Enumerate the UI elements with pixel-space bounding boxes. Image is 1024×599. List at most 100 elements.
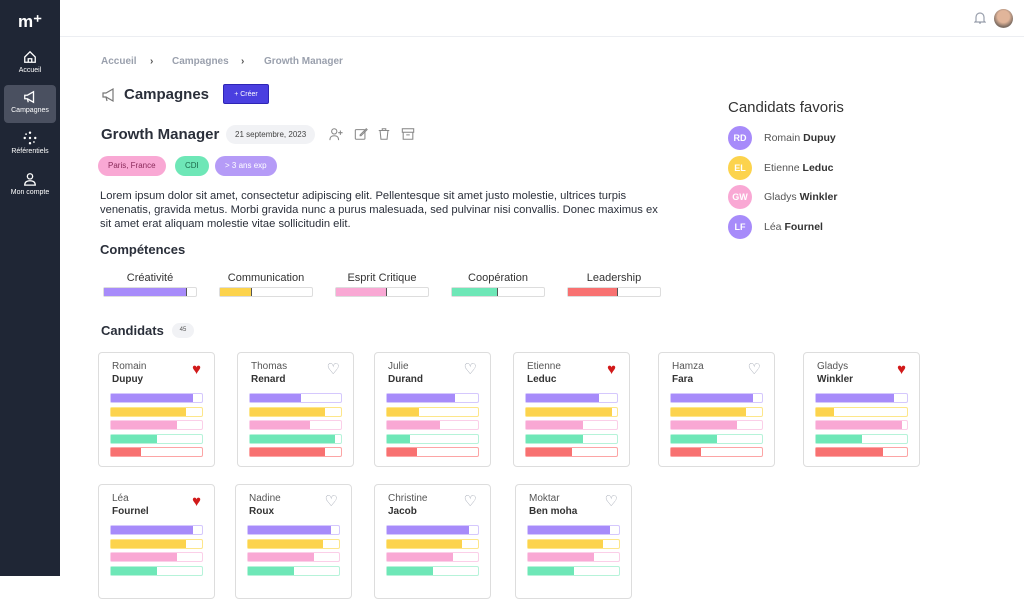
candidate-last-name: Renard xyxy=(251,374,286,385)
candidate-card[interactable]: Christine Jacob ♡ xyxy=(374,484,491,599)
add-user-icon[interactable] xyxy=(329,127,343,141)
score-bar-fill xyxy=(111,448,142,456)
score-bar xyxy=(249,406,342,417)
score-bar xyxy=(110,552,203,562)
candidate-card[interactable]: Léa Fournel ♥ xyxy=(98,484,215,599)
score-bar-fill xyxy=(387,526,469,534)
score-bar xyxy=(386,565,479,576)
score-bar xyxy=(110,447,203,457)
tag-location: Paris, France xyxy=(98,156,166,176)
skill-label: Leadership xyxy=(586,272,642,284)
score-bar-fill xyxy=(111,553,178,561)
heart-filled-icon[interactable]: ♥ xyxy=(192,361,201,378)
home-icon xyxy=(24,50,36,63)
score-bar xyxy=(110,538,203,549)
score-bar-fill xyxy=(816,394,895,402)
skills-heading: Compétences xyxy=(100,242,186,257)
candidate-card[interactable]: Moktar Ben moha ♡ xyxy=(515,484,632,599)
score-bar xyxy=(110,525,203,535)
score-bar xyxy=(525,447,618,457)
candidates-count-badge: 45 xyxy=(172,323,194,338)
heart-outline-icon[interactable]: ♡ xyxy=(604,493,618,510)
score-bar xyxy=(110,406,203,417)
skill-item: Coopération xyxy=(451,272,545,297)
breadcrumb-campagnes[interactable]: Campagnes xyxy=(172,56,229,67)
score-bar-fill xyxy=(111,539,186,548)
heart-filled-icon[interactable]: ♥ xyxy=(192,493,201,510)
score-bar-fill xyxy=(250,407,325,416)
sidebar-item-label: Campagnes xyxy=(11,107,49,114)
candidate-card[interactable]: Thomas Renard ♡ xyxy=(237,352,354,467)
candidate-card[interactable]: Romain Dupuy ♥ xyxy=(98,352,215,467)
score-bar-fill xyxy=(111,434,157,443)
heart-filled-icon[interactable]: ♥ xyxy=(607,361,616,378)
user-avatar[interactable] xyxy=(994,9,1013,28)
score-bar-fill xyxy=(111,421,177,429)
candidate-last-name: Roux xyxy=(249,506,274,517)
score-bar xyxy=(527,565,620,576)
skill-bar-fill xyxy=(336,288,387,296)
candidate-first-name: Etienne xyxy=(527,361,561,372)
score-bar xyxy=(525,406,618,417)
score-bar xyxy=(386,420,479,430)
breadcrumb-accueil[interactable]: Accueil xyxy=(101,56,137,67)
score-bar-fill xyxy=(111,394,193,402)
candidate-first-name: Hamza xyxy=(672,361,704,372)
breadcrumb-current: Growth Manager xyxy=(264,56,343,67)
candidate-first-name: Gladys xyxy=(817,361,849,372)
create-button[interactable]: + Créer xyxy=(223,84,269,104)
candidates-heading: Candidats xyxy=(101,323,164,338)
favorite-first-name: Léa xyxy=(764,220,782,233)
candidate-first-name: Thomas xyxy=(251,361,288,372)
candidate-card[interactable]: Hamza Fara ♡ xyxy=(658,352,775,467)
edit-icon[interactable] xyxy=(354,127,368,141)
sidebar-item-accueil[interactable]: Accueil xyxy=(4,45,56,83)
score-bar-fill xyxy=(528,566,574,575)
candidate-card[interactable]: Julie Durand ♡ xyxy=(374,352,491,467)
skill-bar-fill xyxy=(452,288,498,296)
score-bar xyxy=(527,525,620,535)
score-bar-fill xyxy=(526,407,612,416)
heart-filled-icon[interactable]: ♥ xyxy=(897,361,906,378)
score-bar xyxy=(670,406,763,417)
sidebar-item-label: Référentiels xyxy=(11,148,49,155)
favorite-last-name: Fournel xyxy=(784,220,823,233)
candidate-first-name: Christine xyxy=(388,493,428,504)
score-bar-fill xyxy=(248,553,314,561)
chevron-right-icon: › xyxy=(150,56,154,67)
heart-outline-icon[interactable]: ♡ xyxy=(463,493,477,510)
trash-icon[interactable] xyxy=(377,127,391,141)
candidate-card[interactable]: Nadine Roux ♡ xyxy=(235,484,352,599)
candidate-card[interactable]: Etienne Leduc ♥ xyxy=(513,352,630,467)
score-bar-fill xyxy=(387,407,419,416)
score-bar xyxy=(110,393,203,403)
bell-icon[interactable] xyxy=(974,11,986,24)
sidebar-item-campagnes[interactable]: Campagnes xyxy=(4,85,56,123)
user-icon xyxy=(24,173,36,186)
score-bar xyxy=(247,552,340,562)
sidebar-item-label: Accueil xyxy=(18,67,42,74)
score-bar xyxy=(249,433,342,444)
skill-bar xyxy=(567,287,661,297)
skill-item: Esprit Critique xyxy=(335,272,429,297)
app-logo[interactable]: m⁺ xyxy=(17,12,43,31)
heart-outline-icon[interactable]: ♡ xyxy=(747,361,761,378)
archive-icon[interactable] xyxy=(401,127,415,141)
score-bar-fill xyxy=(248,526,331,534)
score-bar-fill xyxy=(526,434,584,443)
score-bar xyxy=(249,393,342,403)
candidate-first-name: Julie xyxy=(388,361,409,372)
score-bar-fill xyxy=(387,566,433,575)
candidate-card[interactable]: Gladys Winkler ♥ xyxy=(803,352,920,467)
heart-outline-icon[interactable]: ♡ xyxy=(324,493,338,510)
score-bar-fill xyxy=(816,407,835,416)
score-bar xyxy=(815,420,908,430)
sidebar-item-referentiels[interactable]: Référentiels xyxy=(4,126,56,164)
heart-outline-icon[interactable]: ♡ xyxy=(463,361,477,378)
score-bar xyxy=(525,433,618,444)
skill-label: Coopération xyxy=(468,272,528,284)
heart-outline-icon[interactable]: ♡ xyxy=(326,361,340,378)
sidebar-item-mon-compte[interactable]: Mon compte xyxy=(4,167,56,205)
candidate-last-name: Winkler xyxy=(817,374,854,385)
favorite-last-name: Winkler xyxy=(799,191,838,203)
